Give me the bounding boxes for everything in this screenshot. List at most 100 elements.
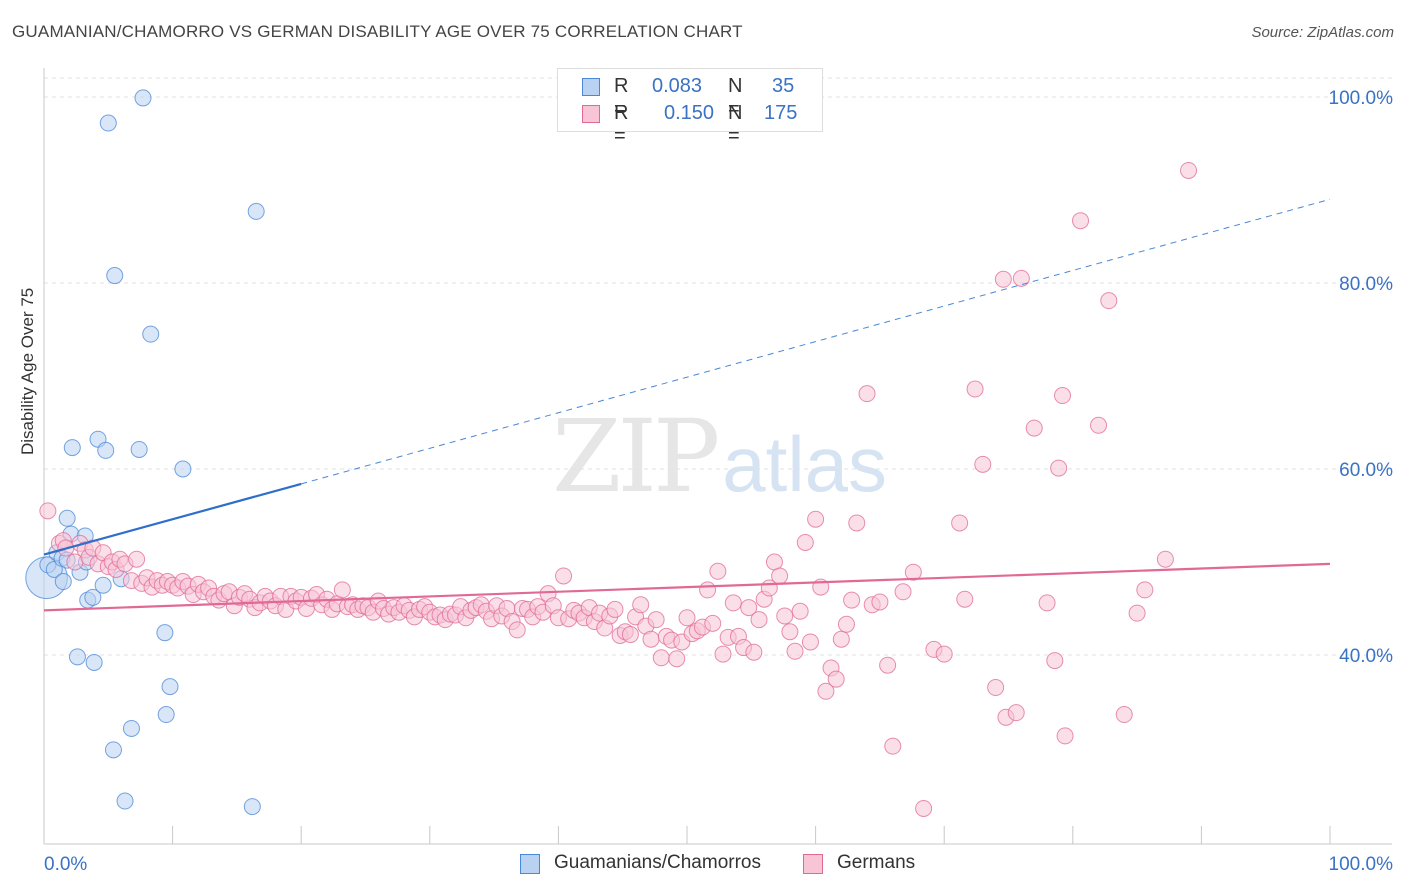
german-point	[915, 799, 933, 817]
watermark: ZIPatlas	[552, 398, 887, 515]
legend-n-label: N =	[728, 75, 743, 120]
german-point	[1180, 161, 1198, 179]
y-tick-label: 80.0%	[1339, 274, 1393, 295]
guamanian-point	[243, 798, 261, 816]
german-point	[678, 609, 696, 627]
german-point	[951, 514, 969, 532]
german-point	[333, 581, 351, 599]
german-point	[801, 633, 819, 651]
german-point	[704, 614, 722, 632]
german-point	[606, 600, 624, 618]
guamanian-point	[58, 509, 76, 527]
german-point	[555, 567, 573, 585]
guamanian-point	[54, 573, 72, 591]
german-point	[508, 621, 526, 639]
guamanian-point	[156, 624, 174, 642]
german-point	[987, 679, 1005, 697]
german-point	[1046, 652, 1064, 670]
german-point	[621, 626, 639, 644]
bottom-legend-label-germans: Germans	[837, 852, 916, 873]
german-point	[791, 602, 809, 620]
german-point	[781, 623, 799, 641]
y-axis-label: Disability Age Over 75	[18, 287, 37, 455]
german-point	[1025, 419, 1043, 437]
german-point	[1115, 706, 1133, 724]
guamanian-point	[142, 325, 160, 343]
legend-r-label: R =	[614, 75, 629, 120]
german-point	[956, 590, 974, 608]
guamanian-point	[116, 792, 134, 810]
guamanian-point	[174, 460, 192, 478]
guamanian-point	[68, 648, 86, 666]
german-point	[1012, 269, 1030, 287]
guamanian-point	[104, 741, 122, 759]
legend-n-label: N =	[728, 102, 743, 147]
correlation-legend: R = 0.083 N = 35 R = 0.150 N = 175	[557, 68, 823, 147]
german-point	[879, 656, 897, 674]
guamanian-point	[63, 439, 81, 457]
watermark-zip: ZIP	[552, 398, 720, 515]
german-point	[1136, 581, 1154, 599]
guamanian-trend-extension	[301, 198, 1331, 485]
guamanian-point	[130, 440, 148, 458]
german-point	[642, 630, 660, 648]
german-point	[1007, 704, 1025, 722]
guamanian-trend-line	[43, 482, 302, 556]
german-point	[935, 645, 953, 663]
german-point	[1156, 550, 1174, 568]
german-point	[776, 607, 794, 625]
german-point	[1054, 387, 1072, 405]
guamanian-point	[157, 706, 175, 724]
german-point	[39, 502, 57, 520]
bottom-legend-swatch-guamanians	[520, 854, 540, 874]
german-point	[884, 737, 902, 755]
german-trend-line	[43, 562, 1331, 612]
german-point	[1038, 594, 1056, 612]
german-point	[1128, 604, 1146, 622]
guamanian-point	[99, 114, 117, 132]
x-tick-label-max: 100.0%	[1329, 854, 1394, 875]
german-point	[848, 514, 866, 532]
german-point	[843, 591, 861, 609]
german-point	[652, 649, 670, 667]
y-tick-label: 60.0%	[1339, 460, 1393, 481]
german-point	[1100, 292, 1118, 310]
guamanian-point	[134, 89, 152, 107]
german-point	[750, 611, 768, 629]
german-point	[858, 385, 876, 403]
german-point	[1050, 459, 1068, 477]
german-point	[994, 270, 1012, 288]
german-point	[827, 670, 845, 688]
german-point	[817, 682, 835, 700]
legend-r-value: 0.083	[652, 75, 703, 97]
guamanian-point	[97, 441, 115, 459]
german-point	[699, 581, 717, 599]
german-point	[974, 455, 992, 473]
german-point	[786, 642, 804, 660]
german-point	[771, 567, 789, 585]
german-point	[832, 630, 850, 648]
bottom-legend-label-guamanians: Guamanians/Chamorros	[554, 852, 761, 873]
guamanian-point	[106, 267, 124, 285]
guamanian-point	[94, 576, 112, 594]
y-tick-label: 40.0%	[1339, 646, 1393, 667]
guamanian-point	[247, 202, 265, 220]
legend-r-value: 0.150	[664, 102, 715, 124]
german-point	[714, 645, 732, 663]
german-point	[128, 550, 146, 568]
guamanian-point	[85, 653, 103, 671]
german-point	[632, 596, 650, 614]
german-point	[837, 615, 855, 633]
legend-r-label: R =	[614, 102, 629, 147]
watermark-atlas: atlas	[722, 420, 888, 508]
german-point	[966, 380, 984, 398]
legend-n-value: 35	[772, 75, 795, 97]
german-point	[668, 650, 686, 668]
chart-title: GUAMANIAN/CHAMORRO VS GERMAN DISABILITY …	[12, 22, 743, 41]
german-point	[745, 643, 763, 661]
legend-n-value: 175	[764, 102, 798, 124]
german-point	[871, 593, 889, 611]
legend-swatch-guamanians	[582, 78, 600, 96]
german-point	[709, 562, 727, 580]
